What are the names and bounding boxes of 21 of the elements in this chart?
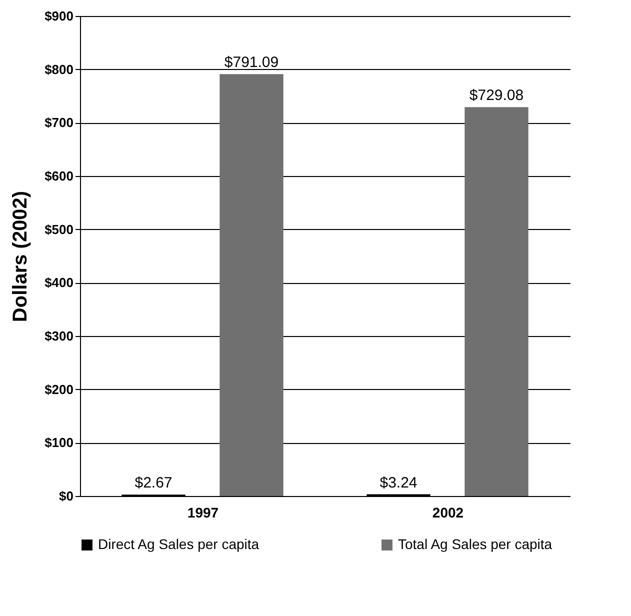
- y-tick-label: $200: [44, 382, 74, 397]
- x-tick-label: 1997: [187, 504, 219, 520]
- bar: [220, 74, 284, 496]
- y-tick-label: $300: [44, 328, 74, 344]
- bar: [464, 107, 528, 496]
- y-tick-label: $900: [44, 8, 74, 24]
- y-tick-label: $600: [44, 168, 74, 184]
- data-label: $791.09: [224, 54, 279, 72]
- data-label: $3.24: [380, 474, 418, 492]
- x-tick-label: 2002: [432, 504, 464, 520]
- y-tick-label: $100: [44, 435, 74, 450]
- y-tick-label: $800: [44, 62, 74, 77]
- data-label: $729.08: [469, 87, 524, 104]
- legend-label: Total Ag Sales per capita: [398, 536, 552, 552]
- y-tick-label: $700: [44, 115, 74, 130]
- y-tick-label: $500: [44, 222, 74, 237]
- data-label: $2.67: [134, 474, 172, 492]
- y-axis-title: Dollars (2002): [10, 190, 32, 322]
- legend-label: Direct Ag Sales per capita: [98, 536, 260, 552]
- y-tick-label: $400: [44, 275, 74, 290]
- y-tick-label: $0: [59, 488, 74, 504]
